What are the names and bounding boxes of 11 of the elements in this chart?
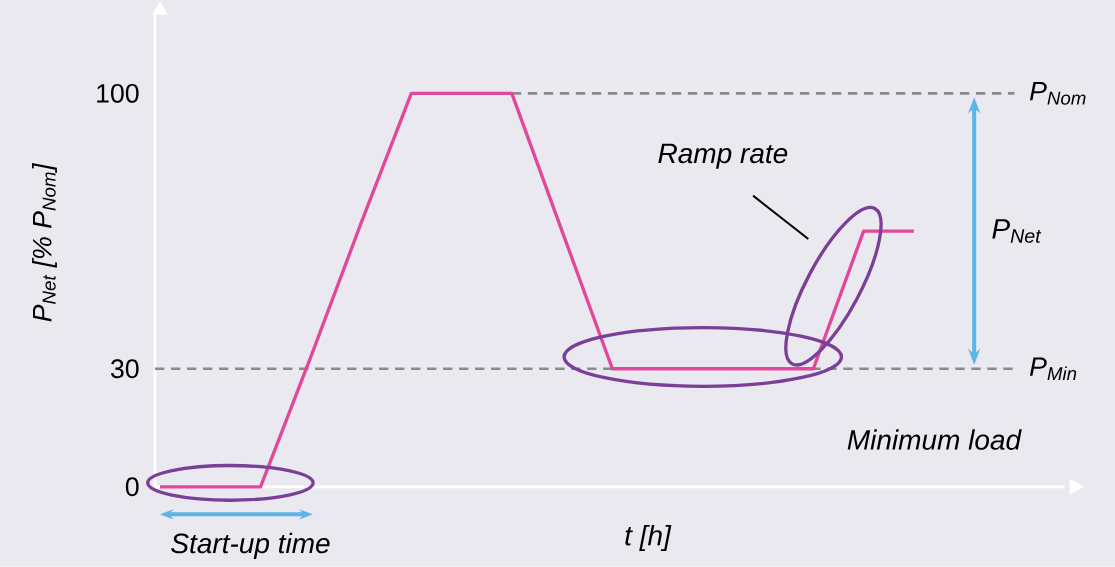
annotation: Ramp rate (658, 143, 788, 169)
y-tick-label: 0 (125, 477, 139, 497)
y-axis-title: P$_{Net}$ [% P$_{Nom}$] (32, 163, 57, 322)
ref-line-label: P$_{Min}$ (1029, 357, 1077, 381)
y-tick-label: 100 (97, 84, 139, 103)
text: P$_{Net}$ (992, 219, 1042, 243)
x-axis-title: t [h] (625, 524, 672, 552)
y-tick-label: 30 (111, 359, 139, 379)
annotation: Minimum load (847, 429, 1022, 450)
ref-line-label: P$_{Nom}$ (1029, 82, 1086, 105)
text: Start-up time (171, 532, 330, 559)
